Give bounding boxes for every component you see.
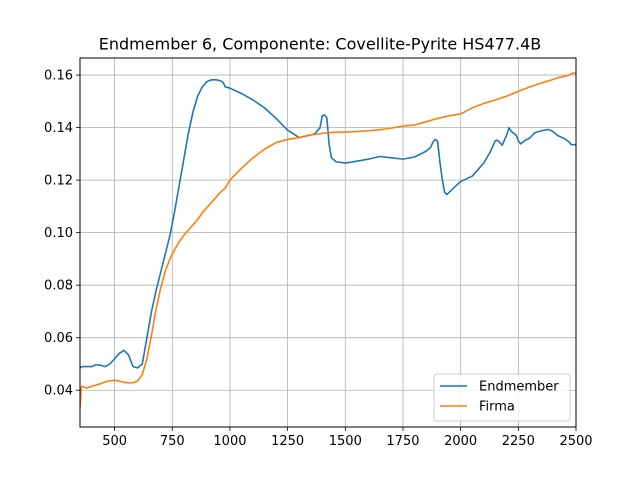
series-layer: [80, 72, 576, 409]
legend-label: Firma: [479, 400, 515, 415]
y-axis: 0.04 0.06 0.08 0.10 0.12 0.14 0.16: [44, 69, 80, 399]
legend: Endmember Firma: [433, 373, 571, 422]
legend-box: [433, 373, 571, 422]
grid-lines: [80, 58, 577, 427]
x-tick-label: 500: [102, 434, 127, 449]
y-tick-label: 0.10: [44, 226, 73, 241]
series-line-endmember: [80, 79, 576, 369]
x-tick-label: 1250: [271, 434, 304, 449]
y-tick-label: 0.04: [44, 384, 73, 399]
x-tick-label: 750: [160, 434, 185, 449]
y-tick-label: 0.06: [44, 331, 73, 346]
y-tick-label: 0.16: [44, 69, 73, 84]
x-tick-label: 1000: [213, 434, 246, 449]
plot-frame: [79, 57, 577, 428]
y-tick-label: 0.14: [44, 121, 73, 136]
chart-title: Endmember 6, Componente: Covellite-Pyrit…: [99, 35, 541, 54]
series-line-firma: [80, 72, 576, 409]
y-tick-label: 0.08: [44, 279, 73, 294]
y-tick-label: 0.12: [44, 174, 73, 189]
legend-label: Endmember: [479, 380, 559, 395]
x-tick-label: 1750: [386, 434, 419, 449]
x-tick-label: 2000: [444, 434, 477, 449]
x-tick-label: 2250: [502, 434, 535, 449]
x-tick-label: 1500: [329, 434, 362, 449]
x-axis: 500 750 1000 1250 1500 1750 2000 2250 2500: [102, 427, 593, 449]
x-tick-label: 2500: [559, 434, 592, 449]
